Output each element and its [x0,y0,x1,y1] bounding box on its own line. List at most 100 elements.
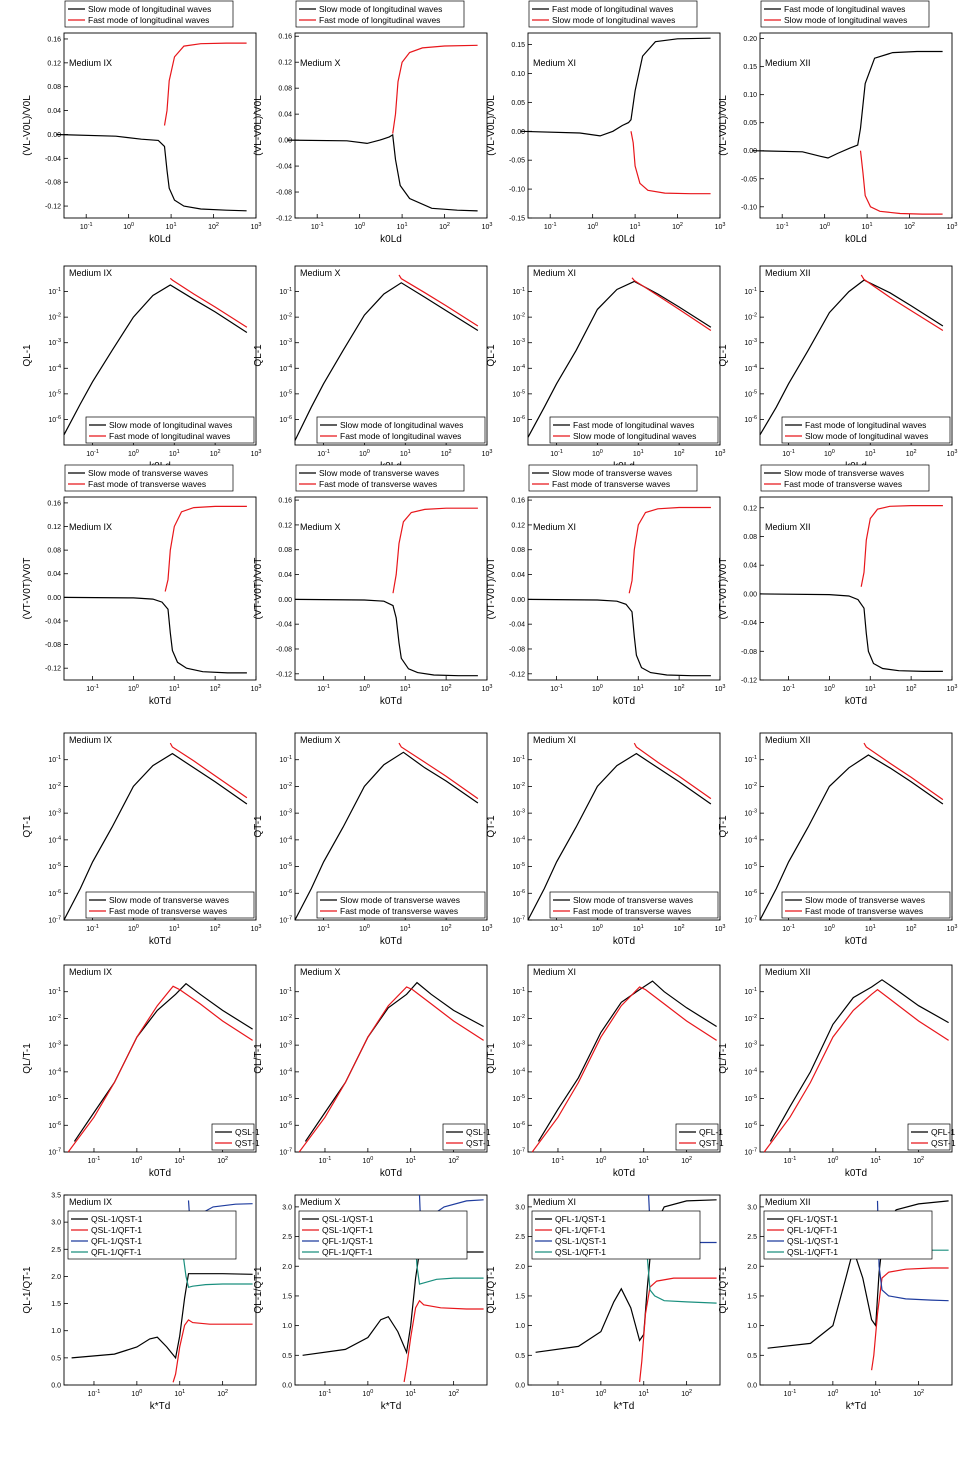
series-line-2 [398,742,479,800]
panel-r3c2: 10-1 100 101 102 103 -0.12 -0.08 -0.04 0.00 0.04 0… [253,464,493,707]
y-tick-label: 0.0 [747,1383,757,1390]
y-tick-label: -0.05 [509,158,525,165]
legend-entry: Fast mode of transverse waves [319,479,437,489]
y-tick-label: 10-7 [48,916,61,925]
y-tick-label: 10-4 [279,835,292,844]
legend-entry: Slow mode of longitudinal waves [319,4,442,14]
x-tick-label: 10-1 [782,449,795,458]
legend-entry: QSL-1/QST-1 [555,1236,607,1246]
panel-r4c4: 10-1 100 101 102 103 10-7 10-6 10-5 10-4 10-3 10-2… [718,732,957,947]
x-tick-label: 102 [217,1389,228,1398]
x-axis-label: k0Ld [613,234,635,245]
series-line-1 [302,1250,484,1356]
y-tick-label: 3.0 [747,1204,757,1211]
medium-label: Medium X [300,1197,341,1207]
legend-entry: Slow mode of transverse waves [805,895,925,905]
medium-label: Medium X [300,268,341,278]
plot-frame [759,265,953,446]
x-tick-label: 102 [210,449,221,458]
series-line-2 [859,150,943,215]
x-tick-label: 100 [595,1156,606,1165]
x-tick-label: 102 [674,924,685,933]
x-tick-label: 100 [827,1389,838,1398]
y-tick-label: 10-5 [279,389,292,398]
x-tick-label: 101 [865,449,876,458]
series-line-2 [169,742,248,799]
series-line-2 [67,985,253,1153]
legend-entry: QFL-1/QFT-1 [555,1225,606,1235]
y-tick-label: 2.5 [515,1234,525,1241]
legend-entry: Slow mode of longitudinal waves [573,431,696,441]
series-line-2 [628,506,711,594]
y-tick-label: -0.10 [741,204,757,211]
legend-entry: Slow mode of longitudinal waves [784,15,907,25]
legend-entry: Slow mode of longitudinal waves [88,4,211,14]
series-line-2 [392,507,478,594]
series-line-2 [860,505,943,587]
legend-box [528,464,698,492]
x-tick-label: 100 [359,449,370,458]
x-tick-label: 102 [904,222,915,231]
x-tick-label: 103 [251,924,262,933]
y-tick-label: -0.12 [45,666,61,673]
y-axis-label: QL-1 [718,344,729,367]
plot-frame [527,1194,721,1386]
y-axis-label: QL-1/QT-1 [718,1266,729,1314]
x-tick-label: 101 [169,924,180,933]
legend-box [781,416,951,444]
y-tick-label: 0.08 [511,547,525,554]
y-tick-label: 10-6 [744,889,757,898]
x-tick-label: 103 [947,449,958,458]
medium-label: Medium X [300,967,341,977]
plot-frame [63,732,257,921]
plot-frame [63,496,257,681]
legend-entry: QFL-1/QFT-1 [322,1247,373,1257]
legend-entry: Fast mode of longitudinal waves [319,15,440,25]
y-tick-label: 0.12 [278,522,292,529]
y-tick-label: 10-7 [279,916,292,925]
y-tick-label: 0.5 [515,1353,525,1360]
plot-frame [527,265,721,446]
x-tick-label: 103 [715,924,726,933]
plot-frame [527,496,721,681]
y-tick-label: 10-3 [512,338,525,347]
panel-r6c3: 10-1 100 101 102 0.0 0.5 1.0 1.5 2.0 2.5 3.0 k*Td QL… [486,1194,721,1412]
y-tick-label: -0.10 [509,187,525,194]
x-tick-label: 10-1 [550,684,563,693]
y-tick-label: 10-7 [279,1148,292,1157]
series-line-1 [63,596,247,674]
x-tick-label: 101 [638,1156,649,1165]
y-tick-label: 10-4 [512,364,525,373]
legend-entry: QST-1 [235,1138,260,1148]
y-axis-label: QL-1 [22,344,33,367]
y-tick-label: 10-2 [48,1014,61,1023]
y-tick-label: 0.0 [282,1383,292,1390]
legend-box [67,1210,237,1260]
series-line-1 [294,751,479,921]
plot-frame [759,964,953,1153]
x-tick-label: 103 [482,684,493,693]
y-tick-label: 10-5 [744,389,757,398]
y-tick-label: 10-4 [512,835,525,844]
y-tick-label: 0.08 [47,548,61,555]
x-tick-label: 101 [400,924,411,933]
plot-frame [759,32,953,219]
y-tick-label: 10-5 [279,862,292,871]
legend-entry: Fast mode of transverse waves [340,906,458,916]
legend: QFL-1/QST-1QFL-1/QFT-1QSL-1/QST-1QSL-1/Q… [531,1210,701,1260]
x-tick-label: 10-1 [550,449,563,458]
y-tick-label: 1.0 [747,1323,757,1330]
x-tick-label: 10-1 [88,1389,101,1398]
series-line-1 [520,37,711,137]
x-tick-label: 102 [448,1156,459,1165]
series-line-2 [763,988,949,1153]
plot-frame [294,1194,488,1386]
y-tick-label: 3.0 [51,1220,61,1227]
panel-r1c3: 10-1 100 101 102 103 -0.15 -0.10 -0.05 0.00 0.05 0… [486,0,725,245]
